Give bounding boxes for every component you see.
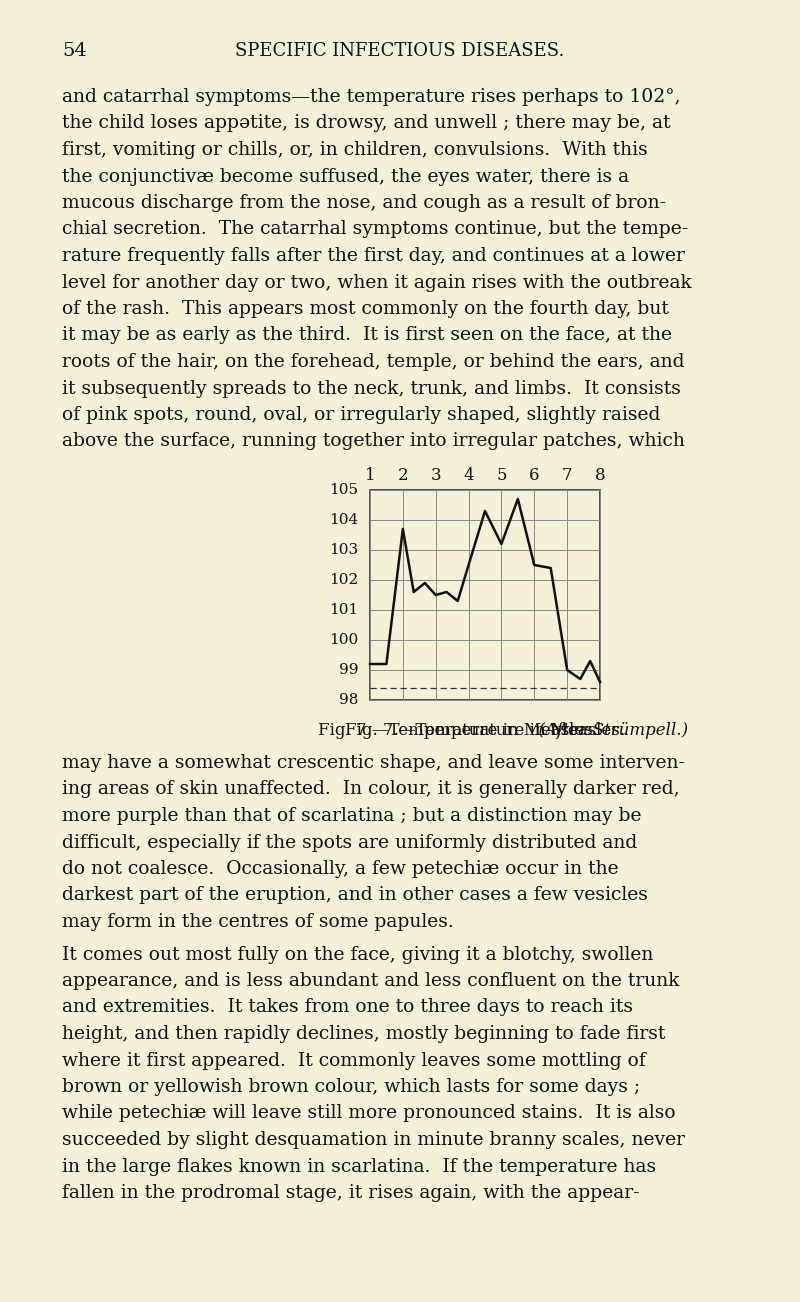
Text: may have a somewhat crescentic shape, and leave some interven-: may have a somewhat crescentic shape, an…	[62, 754, 685, 772]
Text: 104: 104	[329, 513, 358, 527]
Text: 3: 3	[430, 467, 441, 484]
Text: the child loses appətite, is drowsy, and unwell ; there may be, at: the child loses appətite, is drowsy, and…	[62, 115, 670, 133]
Text: succeeded by slight desquamation in minute branny scales, never: succeeded by slight desquamation in minu…	[62, 1131, 685, 1148]
Text: 105: 105	[329, 483, 358, 497]
Text: Fig. 7.—Temperature in Measles.: Fig. 7.—Temperature in Measles.	[318, 723, 598, 740]
Text: the conjunctivæ become suffused, the eyes water, there is a: the conjunctivæ become suffused, the eye…	[62, 168, 629, 185]
Text: fallen in the prodromal stage, it rises again, with the appear-: fallen in the prodromal stage, it rises …	[62, 1184, 640, 1202]
Text: and catarrhal symptoms—the temperature rises perhaps to 102°,: and catarrhal symptoms—the temperature r…	[62, 89, 681, 105]
Text: appearance, and is less abundant and less confluent on the trunk: appearance, and is less abundant and les…	[62, 973, 679, 990]
Text: more purple than that of scarlatina ; but a distinction may be: more purple than that of scarlatina ; bu…	[62, 807, 642, 825]
Text: 1: 1	[365, 467, 375, 484]
Text: 6: 6	[529, 467, 539, 484]
Text: rature frequently falls after the first day, and continues at a lower: rature frequently falls after the first …	[62, 247, 685, 266]
Text: 102: 102	[329, 573, 358, 587]
Text: of the rash.  This appears most commonly on the fourth day, but: of the rash. This appears most commonly …	[62, 299, 669, 318]
Text: roots of the hair, on the forehead, temple, or behind the ears, and: roots of the hair, on the forehead, temp…	[62, 353, 685, 371]
Text: 100: 100	[329, 633, 358, 647]
Text: may form in the centres of some papules.: may form in the centres of some papules.	[62, 913, 454, 931]
Text: in the large flakes known in scarlatina.  If the temperature has: in the large flakes known in scarlatina.…	[62, 1157, 656, 1176]
Text: where it first appeared.  It commonly leaves some mottling of: where it first appeared. It commonly lea…	[62, 1052, 646, 1069]
Text: chial secretion.  The catarrhal symptoms continue, but the tempe-: chial secretion. The catarrhal symptoms …	[62, 220, 688, 238]
Text: 5: 5	[496, 467, 506, 484]
Text: do not coalesce.  Occasionally, a few petechiæ occur in the: do not coalesce. Occasionally, a few pet…	[62, 861, 618, 878]
Text: brown or yellowish brown colour, which lasts for some days ;: brown or yellowish brown colour, which l…	[62, 1078, 640, 1096]
Text: it subsequently spreads to the neck, trunk, and limbs.  It consists: it subsequently spreads to the neck, tru…	[62, 379, 681, 397]
Text: 99: 99	[338, 663, 358, 677]
Text: height, and then rapidly declines, mostly beginning to fade first: height, and then rapidly declines, mostl…	[62, 1025, 666, 1043]
Text: 4: 4	[463, 467, 474, 484]
Text: (After Strümpell.): (After Strümpell.)	[528, 723, 689, 740]
Text: it may be as early as the third.  It is first seen on the face, at the: it may be as early as the third. It is f…	[62, 327, 672, 345]
Text: 54: 54	[62, 42, 86, 60]
Text: and extremities.  It takes from one to three days to reach its: and extremities. It takes from one to th…	[62, 999, 633, 1017]
Text: ing areas of skin unaffected.  In colour, it is generally darker red,: ing areas of skin unaffected. In colour,…	[62, 780, 680, 798]
Text: darkest part of the eruption, and in other cases a few vesicles: darkest part of the eruption, and in oth…	[62, 887, 648, 905]
Text: It comes out most fully on the face, giving it a blotchy, swollen: It comes out most fully on the face, giv…	[62, 945, 654, 963]
Text: 8: 8	[594, 467, 606, 484]
Bar	[370, 490, 600, 700]
Text: 7: 7	[562, 467, 573, 484]
Text: 103: 103	[329, 543, 358, 557]
Text: mucous discharge from the nose, and cough as a result of bron-: mucous discharge from the nose, and coug…	[62, 194, 666, 212]
Text: 101: 101	[329, 603, 358, 617]
Text: of pink spots, round, oval, or irregularly shaped, slightly raised: of pink spots, round, oval, or irregular…	[62, 406, 660, 424]
Text: while petechiæ will leave still more pronounced stains.  It is also: while petechiæ will leave still more pro…	[62, 1104, 676, 1122]
Text: level for another day or two, when it again rises with the outbreak: level for another day or two, when it ag…	[62, 273, 692, 292]
Text: Fig. 7.—Temperature in Measles.: Fig. 7.—Temperature in Measles.	[345, 723, 625, 740]
Text: 2: 2	[398, 467, 408, 484]
Text: first, vomiting or chills, or, in children, convulsions.  With this: first, vomiting or chills, or, in childr…	[62, 141, 648, 159]
Text: above the surface, running together into irregular patches, which: above the surface, running together into…	[62, 432, 685, 450]
Text: 98: 98	[338, 693, 358, 707]
Text: SPECIFIC INFECTIOUS DISEASES.: SPECIFIC INFECTIOUS DISEASES.	[235, 42, 565, 60]
Text: difficult, especially if the spots are uniformly distributed and: difficult, especially if the spots are u…	[62, 833, 638, 852]
